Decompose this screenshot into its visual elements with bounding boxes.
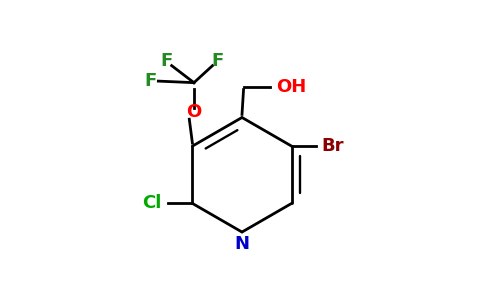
Text: O: O	[186, 103, 201, 121]
Text: OH: OH	[276, 77, 306, 95]
Text: Cl: Cl	[142, 194, 162, 212]
Text: F: F	[160, 52, 172, 70]
Text: F: F	[145, 72, 157, 90]
Text: Br: Br	[321, 137, 344, 155]
Text: F: F	[211, 52, 223, 70]
Text: N: N	[235, 235, 249, 253]
